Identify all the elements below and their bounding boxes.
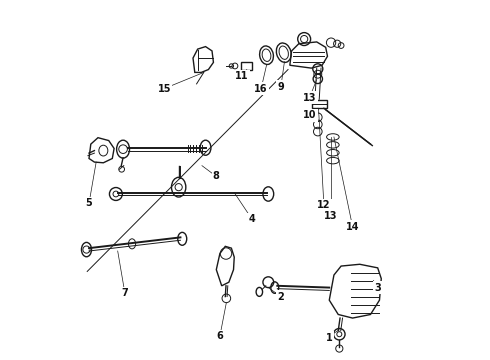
- Text: 6: 6: [217, 331, 223, 341]
- Bar: [242, 62, 252, 69]
- Text: 16: 16: [254, 84, 268, 94]
- Text: 11: 11: [235, 71, 248, 81]
- Text: 2: 2: [277, 292, 284, 302]
- Text: 7: 7: [122, 288, 128, 298]
- Text: 9: 9: [277, 82, 284, 92]
- Text: 12: 12: [317, 200, 331, 210]
- Text: 14: 14: [346, 222, 359, 231]
- Text: 15: 15: [158, 84, 171, 94]
- Text: 13: 13: [303, 93, 317, 103]
- Bar: [313, 100, 327, 108]
- Text: 8: 8: [213, 171, 220, 181]
- Text: 1: 1: [326, 333, 333, 343]
- Text: 13: 13: [324, 211, 338, 221]
- Text: 4: 4: [249, 215, 256, 224]
- Text: 3: 3: [374, 283, 381, 293]
- Text: 5: 5: [86, 198, 93, 208]
- Text: 10: 10: [303, 111, 317, 121]
